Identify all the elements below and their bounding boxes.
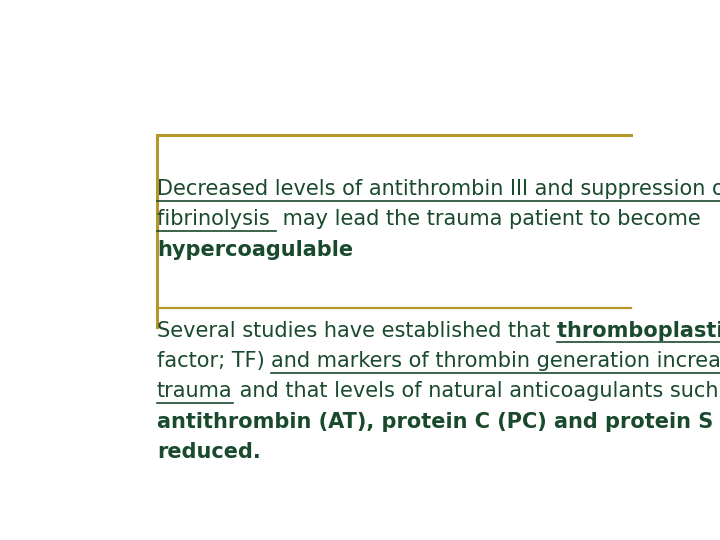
Text: factor; TF): factor; TF) (157, 351, 271, 371)
Text: Decreased levels of antithrombin III and suppression of: Decreased levels of antithrombin III and… (157, 179, 720, 199)
Text: thromboplastin: thromboplastin (557, 321, 720, 341)
Text: fibrinolysis: fibrinolysis (157, 210, 276, 230)
Text: and that levels of natural anticoagulants such as: and that levels of natural anticoagulant… (233, 381, 720, 401)
Text: and markers of thrombin generation increase after: and markers of thrombin generation incre… (271, 351, 720, 371)
Text: trauma: trauma (157, 381, 233, 401)
Text: antithrombin (AT), protein C (PC) and protein S (PS)  are: antithrombin (AT), protein C (PC) and pr… (157, 411, 720, 431)
Text: hypercoagulable: hypercoagulable (157, 240, 353, 260)
Text: reduced.: reduced. (157, 442, 261, 462)
Text: may lead the trauma patient to become: may lead the trauma patient to become (276, 210, 701, 230)
Text: Several studies have established that: Several studies have established that (157, 321, 557, 341)
